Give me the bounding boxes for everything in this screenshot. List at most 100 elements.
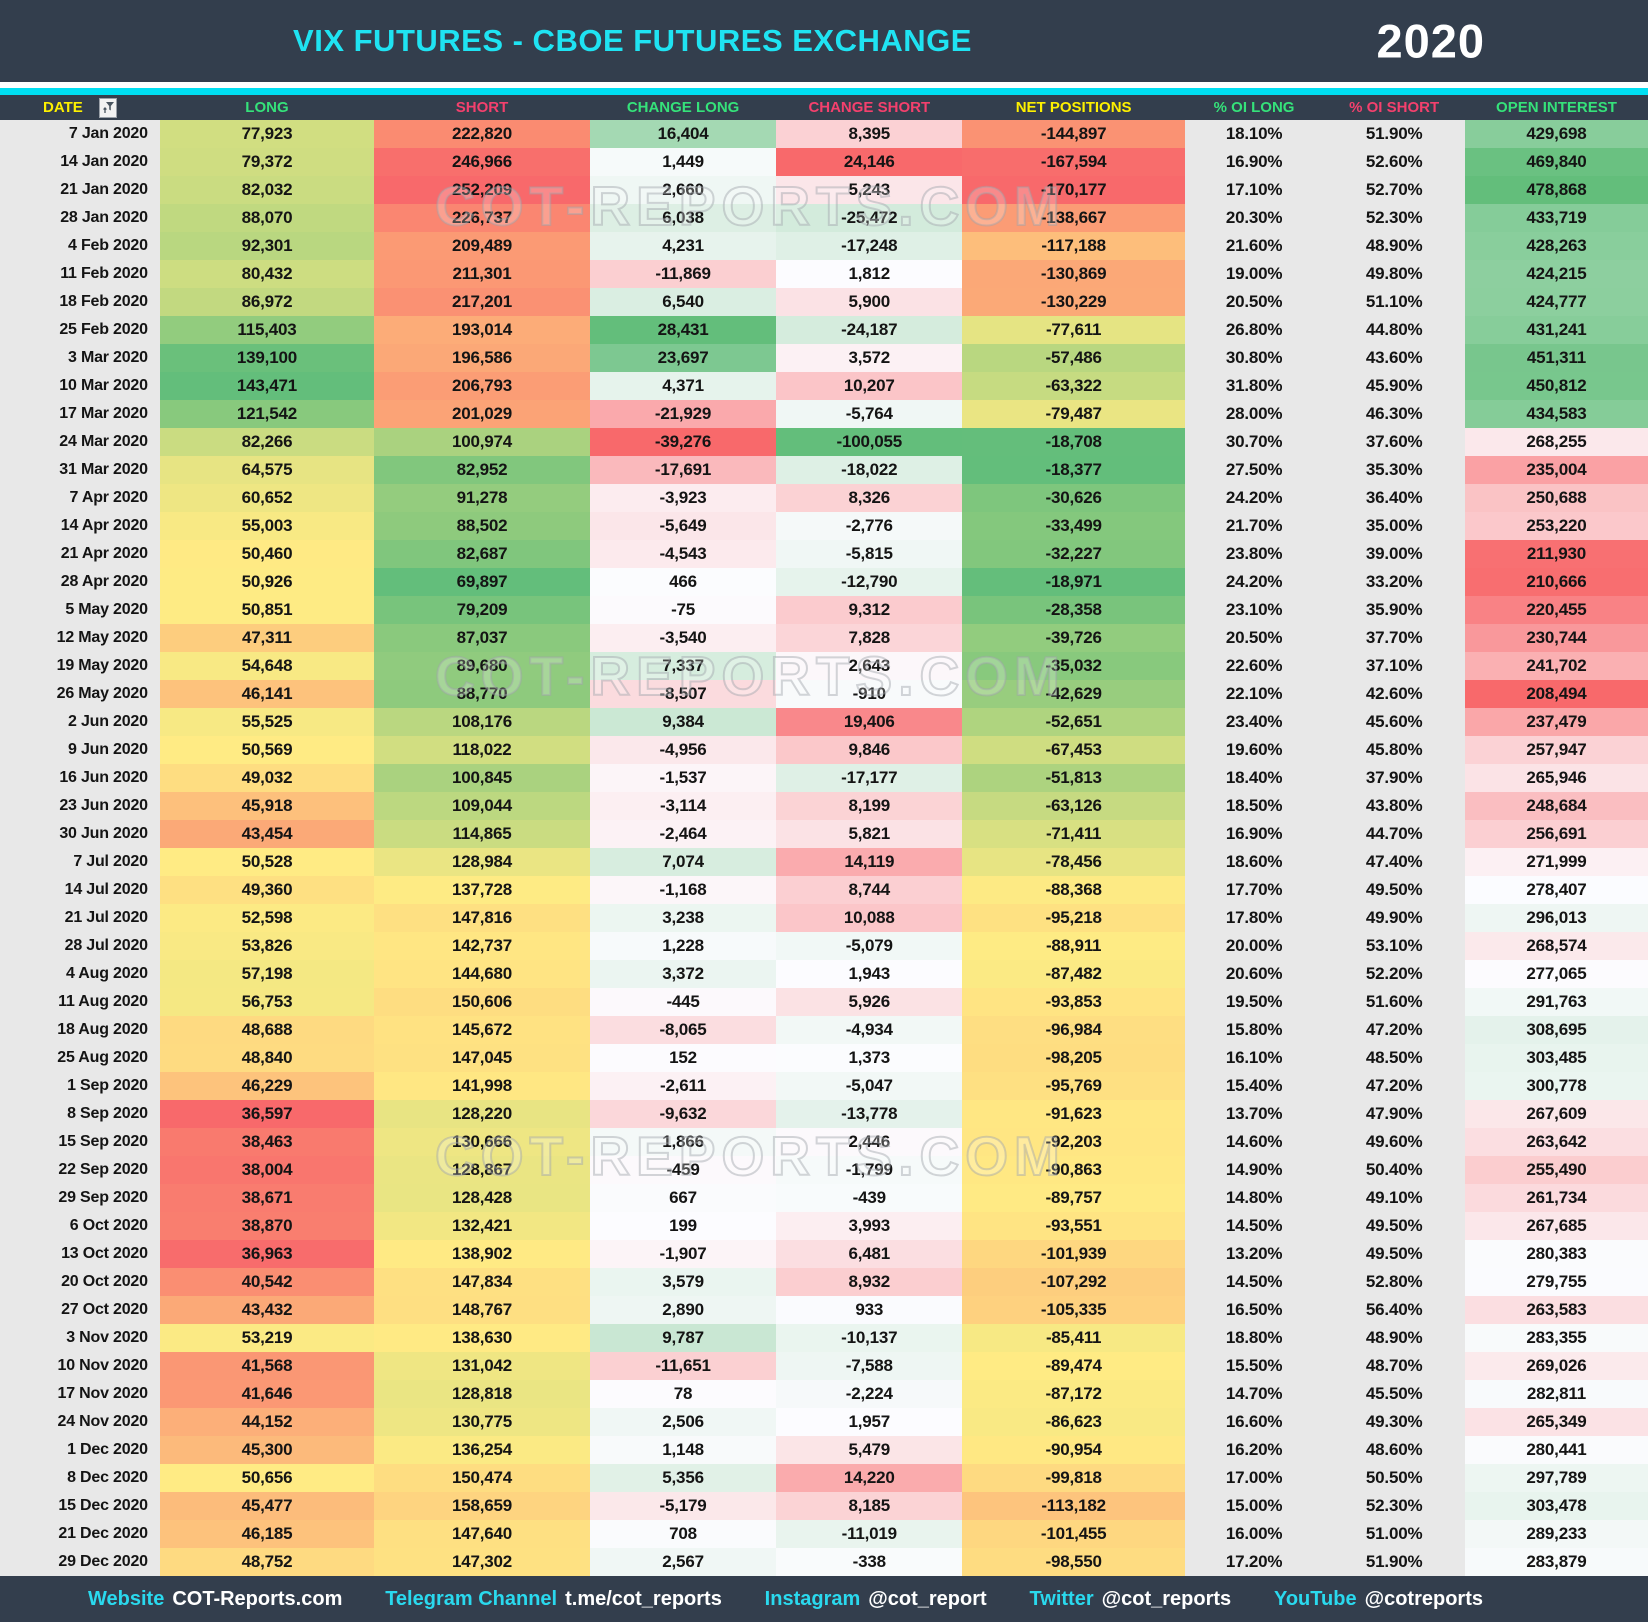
table-row: 24 Mar 2020 82,266 100,974 -39,276 -100,055-… <box>0 428 1648 456</box>
cell-pct_oi_long: 20.00% <box>1184 932 1324 960</box>
cell-change_short: 5,900 <box>776 288 963 316</box>
cell-long: 82,266 <box>159 428 375 456</box>
cell-long: 50,569 <box>159 736 375 764</box>
cell-pct_oi_short: 48.90% <box>1323 1324 1465 1352</box>
cell-change_long: 16,404 <box>589 120 777 148</box>
cell-pct_oi_short: 56.40% <box>1323 1296 1465 1324</box>
cell-short: 89,680 <box>374 652 590 680</box>
cell-pct_oi_long: 16.20% <box>1184 1436 1324 1464</box>
cell-pct_oi_short: 36.40% <box>1323 484 1465 512</box>
cell-pct_oi_short: 45.80% <box>1323 736 1465 764</box>
cell-change_short: -439 <box>776 1184 963 1212</box>
cell-change_long: 667 <box>589 1184 777 1212</box>
cell-long: 143,471 <box>159 372 375 400</box>
cell-long: 55,003 <box>159 512 375 540</box>
cell-short: 211,301 <box>374 260 590 288</box>
cell-change_short: 2,643 <box>776 652 963 680</box>
cell-open_interest: 478,868 <box>1465 176 1648 204</box>
cell-change_short: 9,846 <box>776 736 963 764</box>
cell-open_interest: 424,777 <box>1465 288 1648 316</box>
cell-change_long: -8,507 <box>589 680 777 708</box>
cell-short: 148,767 <box>374 1296 590 1324</box>
cell-net_positions: -51,813 <box>962 764 1185 792</box>
cell-change_long: -75 <box>589 596 777 624</box>
cell-date: 13 Oct 2020 <box>0 1240 160 1268</box>
cell-pct_oi_short: 35.00% <box>1323 512 1465 540</box>
cell-pct_oi_short: 33.20% <box>1323 568 1465 596</box>
cell-change_short: 1,957 <box>776 1408 963 1436</box>
cell-pct_oi_long: 20.30% <box>1184 204 1324 232</box>
cell-net_positions: -98,205 <box>962 1044 1185 1072</box>
cell-short: 100,845 <box>374 764 590 792</box>
column-header-long: LONG <box>160 95 374 120</box>
cell-short: 118,022 <box>374 736 590 764</box>
table-row: 3 Mar 2020 139,100 196,586 23,697 3,572 -57,4… <box>0 344 1648 372</box>
cell-long: 46,185 <box>159 1520 375 1548</box>
cell-pct_oi_long: 16.90% <box>1184 148 1324 176</box>
cell-net_positions: -113,182 <box>962 1492 1185 1520</box>
column-header-label: SHORT <box>455 99 509 116</box>
cell-change_long: -39,276 <box>589 428 777 456</box>
cell-net_positions: -138,667 <box>962 204 1185 232</box>
cell-long: 43,432 <box>159 1296 375 1324</box>
cell-pct_oi_long: 24.20% <box>1184 484 1324 512</box>
cell-date: 8 Dec 2020 <box>0 1464 160 1492</box>
cell-pct_oi_long: 14.70% <box>1184 1380 1324 1408</box>
cell-net_positions: -107,292 <box>962 1268 1185 1296</box>
cell-open_interest: 237,479 <box>1465 708 1648 736</box>
footer-youtube-value: @cotreports <box>1364 1587 1483 1610</box>
cell-long: 48,752 <box>159 1548 375 1576</box>
cell-change_short: 6,481 <box>776 1240 963 1268</box>
table-row: 18 Aug 2020 48,688 145,672 -8,065 -4,934 -96,… <box>0 1016 1648 1044</box>
cell-date: 9 Jun 2020 <box>0 736 160 764</box>
cell-pct_oi_long: 21.70% <box>1184 512 1324 540</box>
cell-change_long: 152 <box>589 1044 777 1072</box>
footer-website-label: Website <box>88 1587 165 1610</box>
cell-date: 21 Apr 2020 <box>0 540 160 568</box>
table-row: 29 Sep 2020 38,671 128,428 667 -439 -89,757 14… <box>0 1184 1648 1212</box>
cell-pct_oi_long: 23.80% <box>1184 540 1324 568</box>
table-row: 25 Aug 2020 48,840 147,045 152 1,373 -98,205 1… <box>0 1044 1648 1072</box>
cell-pct_oi_long: 16.60% <box>1184 1408 1324 1436</box>
cell-long: 47,311 <box>159 624 375 652</box>
cell-change_long: 466 <box>589 568 777 596</box>
cell-short: 69,897 <box>374 568 590 596</box>
cell-pct_oi_long: 20.50% <box>1184 624 1324 652</box>
cell-long: 80,432 <box>159 260 375 288</box>
cell-open_interest: 263,642 <box>1465 1128 1648 1156</box>
cell-change_short: 8,185 <box>776 1492 963 1520</box>
cell-open_interest: 230,744 <box>1465 624 1648 652</box>
cell-pct_oi_long: 14.50% <box>1184 1212 1324 1240</box>
cell-long: 40,542 <box>159 1268 375 1296</box>
cell-pct_oi_short: 47.40% <box>1323 848 1465 876</box>
table-row: 31 Mar 2020 64,575 82,952 -17,691 -18,022 -18… <box>0 456 1648 484</box>
cell-date: 28 Apr 2020 <box>0 568 160 596</box>
cell-change_long: -5,179 <box>589 1492 777 1520</box>
cell-short: 226,737 <box>374 204 590 232</box>
cell-net_positions: -88,368 <box>962 876 1185 904</box>
cell-open_interest: 283,879 <box>1465 1548 1648 1576</box>
filter-button[interactable] <box>98 97 117 118</box>
table-row: 23 Jun 2020 45,918 109,044 -3,114 8,199 -63,1… <box>0 792 1648 820</box>
cell-short: 82,952 <box>374 456 590 484</box>
cell-date: 1 Dec 2020 <box>0 1436 160 1464</box>
cell-change_short: 8,744 <box>776 876 963 904</box>
cell-change_short: -2,776 <box>776 512 963 540</box>
cell-change_long: 2,506 <box>589 1408 777 1436</box>
column-header-label: LONG <box>245 99 289 116</box>
table-row: 9 Jun 2020 50,569 118,022 -4,956 9,846 -67,45… <box>0 736 1648 764</box>
cell-open_interest: 431,241 <box>1465 316 1648 344</box>
cell-short: 144,680 <box>374 960 590 988</box>
table-row: 21 Dec 2020 46,185 147,640 708 -11,019 -101,4… <box>0 1520 1648 1548</box>
table-row: 2 Jun 2020 55,525 108,176 9,384 19,406 -52,65… <box>0 708 1648 736</box>
cell-change_long: 1,148 <box>589 1436 777 1464</box>
footer-youtube-label: YouTube <box>1273 1587 1357 1610</box>
table-row: 29 Dec 2020 48,752 147,302 2,567 -338 -98,550… <box>0 1548 1648 1576</box>
cell-short: 114,865 <box>374 820 590 848</box>
cell-date: 4 Feb 2020 <box>0 232 160 260</box>
footer-twitter-label: Twitter <box>1029 1587 1094 1610</box>
table-row: 28 Jan 2020 88,070 226,737 6,038 -25,472 -138… <box>0 204 1648 232</box>
cell-change_short: 1,373 <box>776 1044 963 1072</box>
footer-telegram: Telegram Channel t.me/cot_reports <box>385 1588 722 1611</box>
column-header-change_short: CHANGE SHORT <box>776 95 962 120</box>
